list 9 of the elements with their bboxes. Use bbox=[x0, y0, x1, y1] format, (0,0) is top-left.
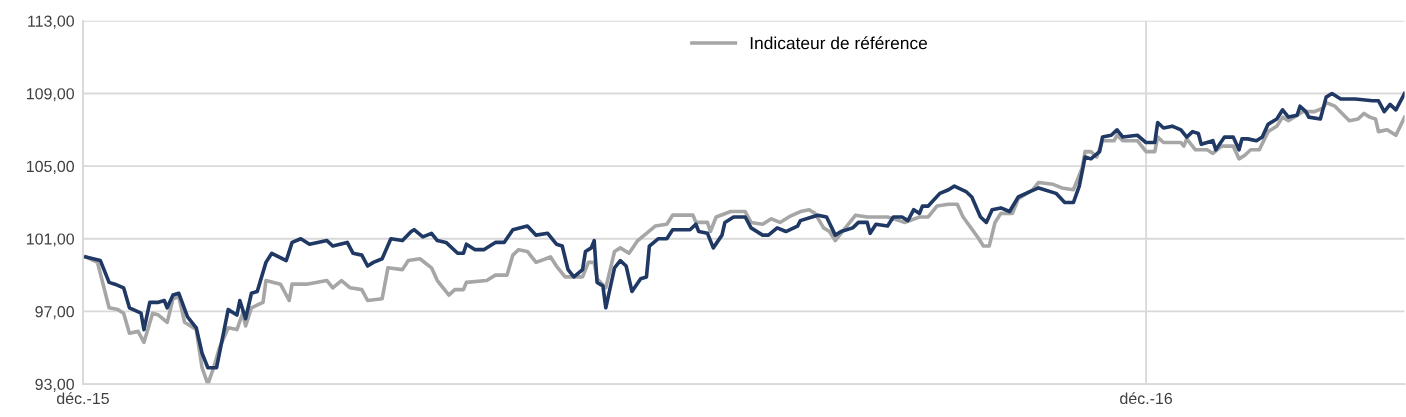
y-tick-label: 101,00 bbox=[26, 233, 74, 247]
x-tick-label: déc.-16 bbox=[1120, 392, 1173, 405]
y-tick-label: 113,00 bbox=[28, 15, 74, 29]
y-tick-label: 93,00 bbox=[35, 378, 74, 392]
y-tick-label: 97,00 bbox=[35, 306, 74, 320]
x-tick-label: déc.-15 bbox=[56, 392, 109, 405]
y-tick-label: 105,00 bbox=[26, 160, 74, 174]
legend-label: Indicateur de référence bbox=[750, 36, 928, 50]
y-tick-label: 109,00 bbox=[26, 88, 74, 102]
